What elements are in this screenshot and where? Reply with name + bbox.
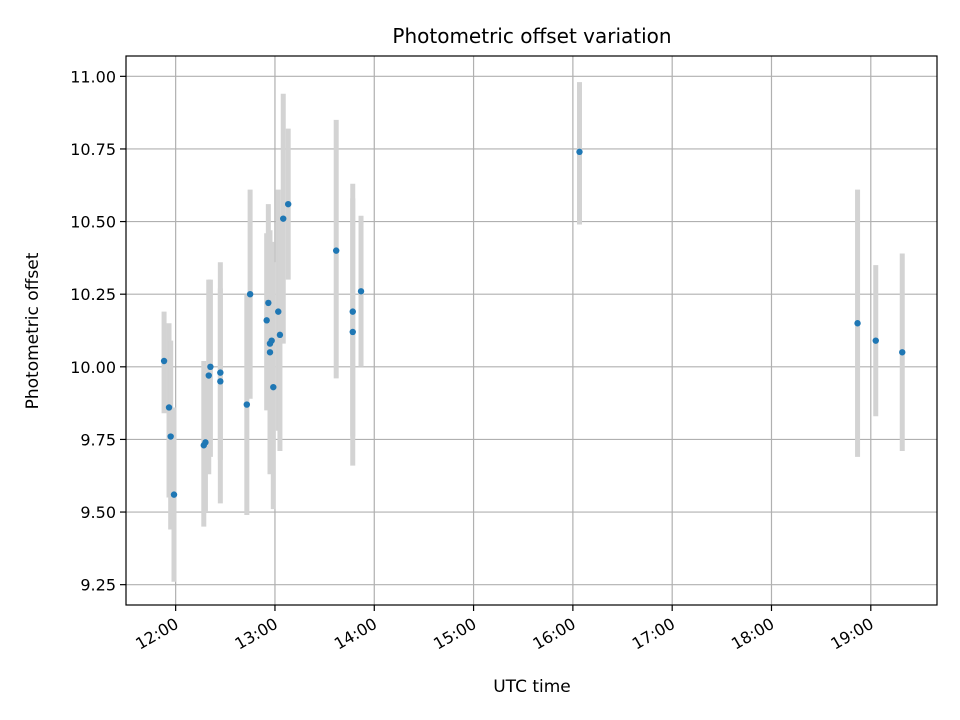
data-point (576, 148, 583, 156)
data-point (265, 299, 272, 307)
data-point (357, 288, 365, 295)
x-tick-label: 17:00 (629, 614, 678, 654)
data-point (332, 247, 340, 254)
y-tick-label: 9.25 (80, 576, 116, 595)
y-tick-label: 10.50 (70, 213, 116, 232)
plot-frame (125, 55, 938, 606)
data-point (217, 378, 224, 385)
data-point (205, 372, 212, 379)
y-axis-title: Photometric offset (23, 252, 43, 409)
data-point (276, 331, 284, 339)
data-point (217, 369, 224, 376)
y-tick-label: 9.50 (80, 503, 116, 522)
x-tick-label: 18:00 (728, 614, 777, 654)
data-point (165, 404, 173, 411)
data-point (243, 401, 251, 408)
data-point (202, 439, 209, 446)
x-tick-label: 13:00 (232, 614, 281, 654)
x-tick-label: 19:00 (827, 614, 876, 654)
point-layer (160, 148, 906, 498)
data-point (246, 290, 254, 298)
x-axis-title: UTC time (493, 677, 571, 697)
x-tick-label: 12:00 (132, 614, 181, 654)
data-point (854, 320, 861, 327)
data-point (349, 328, 356, 336)
data-point (275, 308, 282, 315)
grid-layer (126, 56, 937, 605)
data-point (170, 491, 178, 498)
data-point (167, 433, 174, 440)
data-point (349, 308, 356, 315)
x-tick-label: 16:00 (529, 614, 578, 654)
y-tick-label: 9.75 (80, 430, 116, 449)
data-point (268, 337, 275, 344)
data-point (207, 363, 214, 371)
x-tick-label: 14:00 (331, 614, 380, 654)
data-point (160, 357, 168, 365)
y-tick-label: 10.00 (70, 358, 116, 377)
data-point (263, 317, 270, 324)
data-point (280, 215, 287, 222)
y-tick-label: 10.75 (70, 140, 116, 159)
data-point (285, 200, 292, 208)
data-point (872, 337, 879, 344)
data-point (899, 349, 906, 356)
y-tick-label: 10.25 (70, 285, 116, 304)
chart-title: Photometric offset variation (392, 24, 671, 48)
x-tick-label: 15:00 (430, 614, 479, 654)
y-tick-label: 11.00 (70, 67, 116, 86)
data-point (270, 383, 277, 391)
data-point (266, 349, 274, 356)
